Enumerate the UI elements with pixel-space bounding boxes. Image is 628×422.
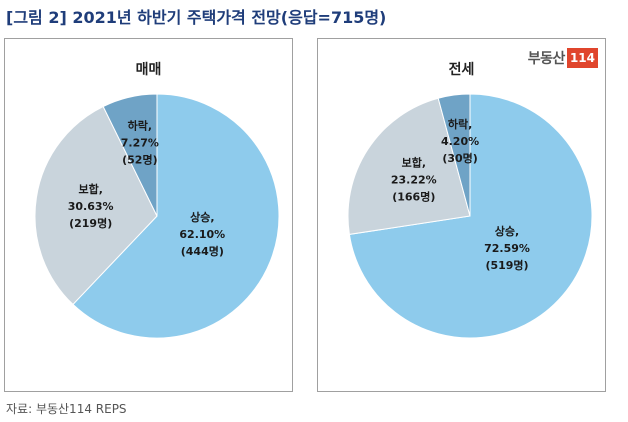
chart-panel-sale: 매매 상승, 62.10% (444명) 보합, 30.63% (219명) 하락, 7.27… <box>4 38 293 392</box>
chart-panel-jeonse: 전세 부동산 114 상승, 72.59% (519명) 보합, 23.22% (166명… <box>317 38 606 392</box>
slice-label-jeonse-0-0: 상승, <box>495 224 519 238</box>
source-note: 자료: 부동산114 REPS <box>6 402 127 416</box>
slice-label-sale-0-0: 상승, <box>190 210 214 224</box>
brand-logo: 부동산 114 <box>528 47 598 69</box>
chart-title-sale: 매매 <box>135 62 162 78</box>
logo-number: 114 <box>566 48 598 68</box>
slice-label-jeonse-1-0: 보합, <box>402 155 426 169</box>
pie-slice-jeonse-0 <box>348 93 593 339</box>
slice-label-jeonse-2-2: (30명) <box>442 151 477 165</box>
slice-label-sale-2-1: 7.27% <box>121 136 159 149</box>
chart-title-jeonse: 전세 <box>448 62 475 78</box>
slice-label-sale-2-2: (52명) <box>122 152 157 166</box>
logo-text: 부동산 <box>527 51 566 67</box>
pie-slice-sale-0 <box>72 93 280 339</box>
slice-label-sale-1-2: (219명) <box>69 216 112 230</box>
slice-label-sale-1-0: 보합, <box>78 182 102 196</box>
pie-slice-jeonse-1 <box>347 97 471 235</box>
slice-label-jeonse-2-0: 하락, <box>448 117 472 131</box>
pie-slice-sale-2 <box>102 93 158 217</box>
pie-chart-jeonse: 상승, 72.59% (519명) 보합, 23.22% (166명) 하락, 4.20% (3… <box>347 93 593 339</box>
pie-chart-sale: 상승, 62.10% (444명) 보합, 30.63% (219명) 하락, 7.27% (5… <box>34 93 280 339</box>
slice-label-sale-1-1: 30.63% <box>68 200 114 213</box>
pie-slice-jeonse-2 <box>437 93 471 217</box>
slice-label-sale-0-1: 62.10% <box>179 228 225 241</box>
slice-label-jeonse-1-1: 23.22% <box>391 173 437 186</box>
slice-label-sale-0-2: (444명) <box>181 244 224 258</box>
slice-label-jeonse-2-1: 4.20% <box>441 135 479 148</box>
slice-label-jeonse-1-2: (166명) <box>392 189 435 203</box>
slice-label-jeonse-0-1: 72.59% <box>484 242 530 255</box>
slice-label-sale-2-0: 하락, <box>128 118 152 132</box>
pie-slice-sale-1 <box>34 105 158 306</box>
figure-title: [그림 2] 2021년 하반기 주택가격 전망(응답=715명) <box>6 8 387 27</box>
slice-label-jeonse-0-2: (519명) <box>485 258 528 272</box>
